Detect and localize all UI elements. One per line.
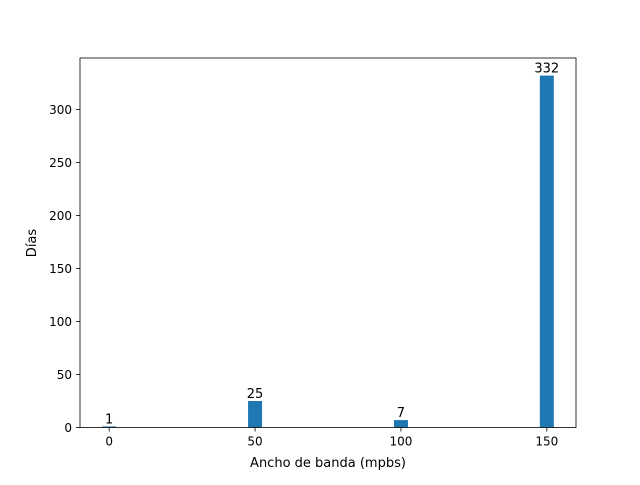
- data-label-50: 25: [247, 387, 264, 402]
- x-tick-label: 0: [105, 435, 113, 449]
- bar-150: [539, 75, 554, 428]
- bar-50: [248, 401, 263, 428]
- x-tick-label: 100: [389, 435, 412, 449]
- y-axis-label: Días: [25, 229, 40, 258]
- data-label-0: 1: [105, 412, 113, 427]
- x-tick-label: 50: [247, 435, 262, 449]
- bar-0: [102, 426, 117, 428]
- y-tick-label: 0: [64, 421, 72, 435]
- data-labels-layer: 1 25 7 332: [105, 62, 559, 428]
- y-axis: 0 50 100 150 200 250 300: [49, 103, 80, 435]
- y-tick-label: 150: [49, 262, 72, 276]
- x-tick-label: 150: [535, 435, 558, 449]
- y-tick-label: 250: [49, 156, 72, 170]
- y-tick-label: 300: [49, 103, 72, 117]
- data-label-150: 332: [534, 62, 559, 77]
- bars-layer: [102, 75, 554, 428]
- y-tick-label: 100: [49, 315, 72, 329]
- x-axis: 0 50 100 150: [105, 427, 558, 449]
- y-tick-label: 50: [57, 368, 72, 382]
- plot-frame: [79, 57, 577, 428]
- x-axis-label: Ancho de banda (mpbs): [250, 456, 406, 471]
- y-tick-label: 200: [49, 209, 72, 223]
- bar-100: [393, 420, 408, 428]
- data-label-100: 7: [397, 406, 405, 421]
